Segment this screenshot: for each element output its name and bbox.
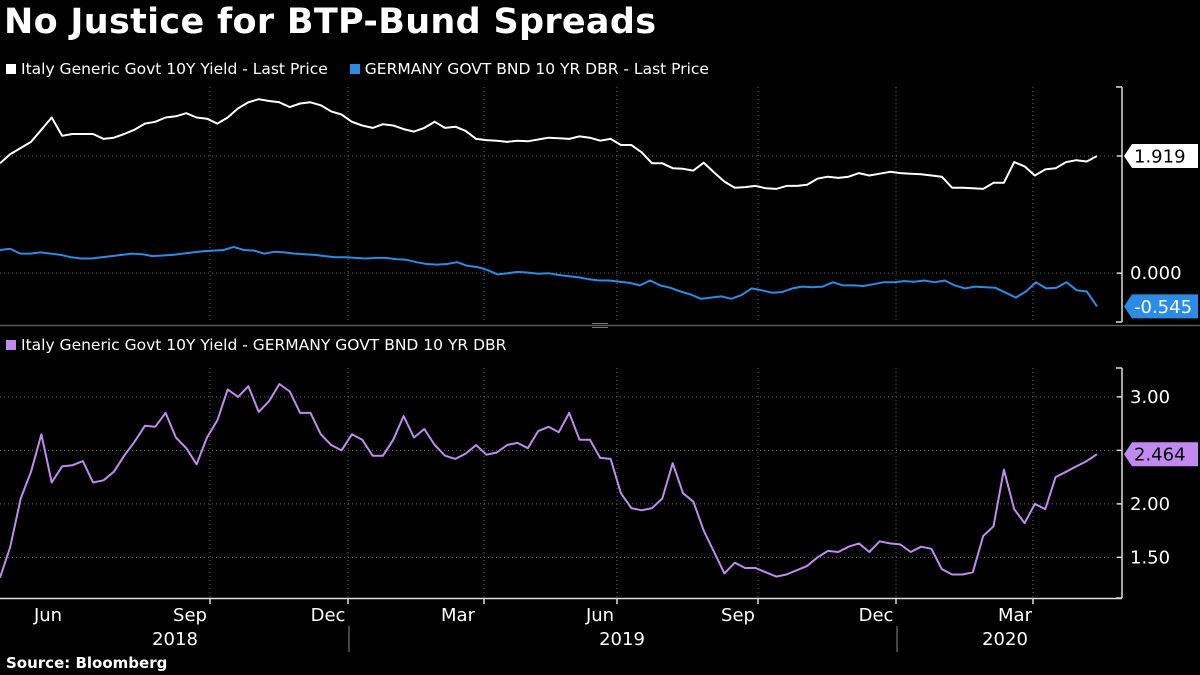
germany-yield-line: [0, 245, 1098, 307]
spread-swatch: [6, 340, 16, 350]
x-year-label: 2019: [599, 629, 645, 650]
germany-last-value-tag-text: -0.545: [1134, 297, 1192, 318]
italy-last-value-tag-text: 1.919: [1134, 147, 1186, 168]
y-tick-label: 1.50: [1130, 547, 1170, 568]
x-year-label: 2020: [982, 629, 1028, 650]
legend-item-spread: Italy Generic Govt 10Y Yield - GERMANY G…: [6, 336, 506, 354]
tag-layer: 1.919 -0.545 2.464: [1124, 144, 1198, 467]
grid-layer: [0, 87, 1117, 598]
series-layer: [0, 98, 1098, 579]
y-tick-label: 2.00: [1130, 494, 1170, 515]
x-month-label: Jun: [585, 605, 614, 626]
italy-last-value-tag-bg: [1124, 144, 1198, 169]
axis-layer: [0, 86, 1200, 652]
y-tick-label: 3.00: [1130, 387, 1170, 408]
italy-yield-line: [0, 98, 1098, 190]
x-month-label: Sep: [173, 605, 207, 626]
spread-last-value-tag-text: 2.464: [1134, 445, 1186, 466]
spread-last-value-tag-bg: [1124, 442, 1198, 467]
legend-item-germany: GERMANY GOVT BND 10 YR DBR - Last Price: [349, 60, 709, 78]
x-year-label: 2018: [152, 629, 198, 650]
label-layer: 0.000 1.50 2.00 3.00 Jun Sep Dec Mar Jun Sep Dec Ma…: [33, 263, 1182, 650]
legend-item-italy: Italy Generic Govt 10Y Yield - Last Pric…: [6, 60, 328, 78]
y-tick-label: 0.000: [1130, 263, 1182, 284]
x-month-label: Dec: [311, 605, 346, 626]
bottom-legend: Italy Generic Govt 10Y Yield - GERMANY G…: [6, 336, 528, 354]
italy-swatch: [6, 64, 16, 74]
legend-label-spread: Italy Generic Govt 10Y Yield - GERMANY G…: [21, 336, 507, 354]
germany-last-value-tag-bg: [1124, 294, 1198, 319]
x-month-label: Mar: [998, 605, 1033, 626]
legend-label-italy: Italy Generic Govt 10Y Yield - Last Pric…: [21, 60, 328, 78]
x-month-label: Sep: [721, 605, 755, 626]
x-month-label: Mar: [441, 605, 476, 626]
source-note: Source: Bloomberg: [6, 654, 168, 672]
x-month-label: Jun: [33, 605, 62, 626]
germany-swatch: [349, 64, 360, 74]
legend-label-germany: GERMANY GOVT BND 10 YR DBR - Last Price: [364, 60, 709, 78]
x-month-label: Dec: [859, 605, 894, 626]
top-legend: Italy Generic Govt 10Y Yield - Last Pric…: [6, 60, 731, 78]
chart-title: No Justice for BTP-Bund Spreads: [4, 2, 657, 42]
spread-line: [0, 383, 1098, 579]
